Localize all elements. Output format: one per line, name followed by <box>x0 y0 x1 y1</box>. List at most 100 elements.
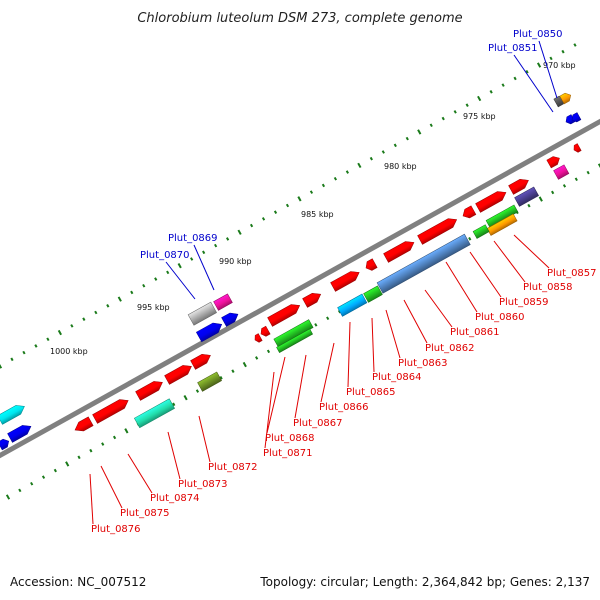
gene-plut-0865[interactable] <box>337 293 368 317</box>
outer-scale-tick <box>477 95 482 102</box>
inner-scale-tick <box>326 316 330 321</box>
gene-feature[interactable] <box>0 437 11 451</box>
outer-scale-tick <box>249 223 254 228</box>
gene-label-plut-0873[interactable]: Plut_0873 <box>178 479 228 490</box>
gene-label-plut-0850[interactable]: Plut_0850 <box>513 29 563 40</box>
gene-label-plut-0865[interactable]: Plut_0865 <box>346 387 396 398</box>
outer-scale-tick <box>536 62 542 68</box>
gene-label-plut-0863[interactable]: Plut_0863 <box>398 358 448 369</box>
gene-label-plut-0859[interactable]: Plut_0859 <box>499 297 549 308</box>
gene-label-plut-0864[interactable]: Plut_0864 <box>372 372 422 383</box>
gene-feature[interactable] <box>417 215 460 245</box>
gene-label-plut-0874[interactable]: Plut_0874 <box>150 493 200 504</box>
gene-feature[interactable] <box>364 258 378 273</box>
gene-feature[interactable] <box>461 205 477 221</box>
outer-scale-tick <box>561 49 565 54</box>
inner-scale-tick <box>101 442 105 446</box>
label-leader-line <box>294 354 307 419</box>
inner-scale-tick <box>468 237 472 241</box>
gene-labels: Plut_0850 Plut_0851 Plut_0869 Plut_0870 Plut… <box>91 29 597 535</box>
outer-scale-tick <box>441 116 445 121</box>
gene-plut-0858[interactable] <box>485 204 519 228</box>
gene-label-plut-0866[interactable]: Plut_0866 <box>319 402 369 413</box>
scale-ticks <box>0 43 600 500</box>
gene-feature[interactable] <box>546 154 562 169</box>
label-leader-line <box>167 431 181 480</box>
gene-feature[interactable] <box>73 416 94 434</box>
label-leader-line <box>198 415 211 463</box>
gene-feature[interactable] <box>302 290 324 308</box>
gene-feature[interactable] <box>508 176 531 195</box>
outer-scale-tick <box>214 243 218 248</box>
label-leader-line <box>266 356 286 434</box>
gene-feature[interactable] <box>259 325 271 338</box>
inner-scale-tick <box>255 356 259 360</box>
gene-label-plut-0860[interactable]: Plut_0860 <box>475 312 525 323</box>
outer-scale-tick <box>0 363 3 369</box>
gene-feature[interactable] <box>7 422 34 443</box>
outer-scale-tick <box>573 43 577 47</box>
gene-plut-0870[interactable] <box>187 301 217 326</box>
gene-feature[interactable] <box>267 301 303 327</box>
gene-plut-0874[interactable] <box>133 398 175 429</box>
gene-label-plut-0861[interactable]: Plut_0861 <box>450 327 500 338</box>
outer-scale-tick <box>177 263 182 269</box>
gene-plut-0864[interactable] <box>363 285 383 303</box>
gene-plut-0869[interactable] <box>213 293 233 311</box>
gene-feature[interactable] <box>553 164 570 180</box>
outer-scale-tick <box>261 217 266 221</box>
gene-feature[interactable] <box>572 143 582 154</box>
inner-scale-tick <box>65 461 70 467</box>
outer-scale-tick <box>525 69 529 74</box>
gene-label-plut-0871[interactable]: Plut_0871 <box>263 448 313 459</box>
gene-feature[interactable] <box>472 224 490 239</box>
gene-label-plut-0867[interactable]: Plut_0867 <box>293 418 343 429</box>
outer-scale-tick <box>34 344 38 348</box>
gene-feature[interactable] <box>190 351 213 370</box>
gene-feature[interactable] <box>195 320 224 343</box>
gene-feature[interactable] <box>92 396 131 424</box>
gene-label-plut-0858[interactable]: Plut_0858 <box>523 282 573 293</box>
inner-scale-tick <box>18 488 22 493</box>
gene-feature[interactable] <box>221 310 241 327</box>
outer-scale-tick <box>130 290 134 295</box>
gene-label-plut-0870[interactable]: Plut_0870 <box>140 250 190 261</box>
inner-scale-tick <box>30 481 34 486</box>
gene-label-plut-0876[interactable]: Plut_0876 <box>91 524 141 535</box>
gene-feature[interactable] <box>330 268 362 292</box>
gene-feature[interactable] <box>383 238 417 263</box>
outer-scale-tick <box>154 277 158 281</box>
scale-label: 990 kbp <box>219 257 252 266</box>
label-leader-lines <box>89 40 558 525</box>
gene-label-plut-0868[interactable]: Plut_0868 <box>265 433 315 444</box>
gene-plut-0851-b[interactable] <box>570 112 582 124</box>
gene-plut-0868[interactable] <box>276 328 314 353</box>
gene-feature[interactable] <box>164 362 194 385</box>
outer-scale-tick <box>513 76 517 81</box>
gene-feature[interactable] <box>475 188 509 213</box>
label-leader-line <box>493 240 526 283</box>
gene-label-plut-0872[interactable]: Plut_0872 <box>208 462 258 473</box>
outer-scale-tick <box>46 337 50 342</box>
gene-plut-0850-b[interactable] <box>559 91 573 105</box>
gene-feature[interactable] <box>0 402 27 425</box>
gene-feature[interactable] <box>514 186 539 207</box>
gene-plut-0857[interactable] <box>486 213 518 236</box>
accession-text: Accession: NC_007512 <box>10 575 146 589</box>
outer-scale-tick <box>393 143 397 148</box>
inner-scale-tick <box>562 184 567 188</box>
gene-label-plut-0851[interactable]: Plut_0851 <box>488 43 538 54</box>
gene-plut-0860[interactable] <box>376 233 471 294</box>
gene-feature[interactable] <box>253 333 263 344</box>
gene-plut-0867[interactable] <box>273 319 314 348</box>
scale-labels: 970 kbp 975 kbp 980 kbp 985 kbp 990 kbp 995 k… <box>50 61 576 356</box>
outer-scale-tick <box>453 110 457 114</box>
gene-label-plut-0869[interactable]: Plut_0869 <box>168 233 218 244</box>
label-leader-line <box>371 317 375 373</box>
inner-scale-tick <box>77 455 81 460</box>
gene-plut-0872[interactable] <box>197 371 222 392</box>
gene-label-plut-0857[interactable]: Plut_0857 <box>547 268 597 279</box>
gene-feature[interactable] <box>135 378 165 401</box>
gene-label-plut-0875[interactable]: Plut_0875 <box>120 508 170 519</box>
gene-label-plut-0862[interactable]: Plut_0862 <box>425 343 475 354</box>
